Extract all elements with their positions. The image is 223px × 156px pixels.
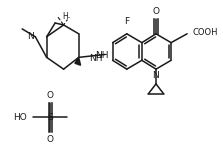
Text: O: O (47, 135, 54, 144)
Text: HO: HO (13, 113, 27, 122)
Text: N: N (27, 32, 33, 41)
Text: NH: NH (89, 54, 102, 63)
Text: COOH: COOH (193, 28, 218, 37)
Text: S: S (47, 113, 53, 122)
Text: F: F (124, 17, 129, 26)
Text: O: O (153, 7, 159, 16)
Text: H: H (63, 12, 68, 21)
Text: N: N (153, 71, 159, 80)
Text: O: O (47, 91, 54, 100)
Text: NH: NH (95, 51, 109, 60)
Polygon shape (75, 57, 81, 65)
